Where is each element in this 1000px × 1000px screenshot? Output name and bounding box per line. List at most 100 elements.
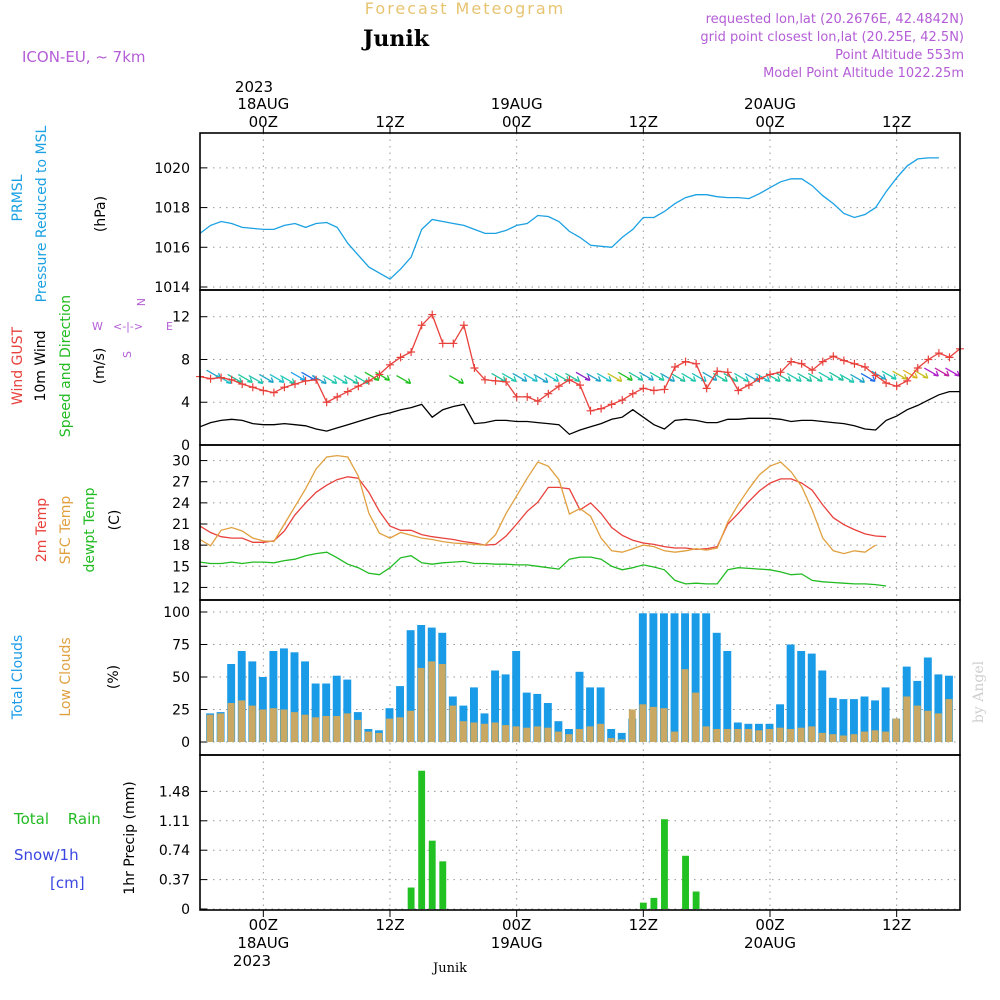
top-date-label: 19AUG xyxy=(491,95,543,113)
wind-gust-point xyxy=(797,359,806,368)
temperature-ytick-label: 21 xyxy=(172,517,190,533)
wind-direction-arrow xyxy=(565,372,581,383)
wind-direction-arrow xyxy=(881,370,897,380)
wind-direction-arrow xyxy=(544,372,559,383)
wind-gust-point xyxy=(354,382,363,391)
compass-south: S xyxy=(121,351,134,358)
rain-bar xyxy=(650,897,658,909)
wind-direction-arrow xyxy=(649,371,665,381)
wind-gust-point xyxy=(512,392,521,401)
temperature-ytick-label: 12 xyxy=(172,580,190,596)
wind-wind-gust-line xyxy=(199,313,961,412)
wind-gust-point xyxy=(702,384,711,393)
wind-direction-arrow xyxy=(934,367,950,377)
pressure-unit: (hPa) xyxy=(93,196,109,232)
top-time-label: 12Z xyxy=(882,113,911,131)
wind-gust-point xyxy=(280,383,289,392)
wind-gust-point xyxy=(649,386,658,395)
low-clouds-bar xyxy=(343,713,351,742)
wind-gust-point xyxy=(576,381,584,390)
wind-gust-point xyxy=(639,384,648,393)
total-clouds-bar xyxy=(533,693,542,742)
wind-gust-point xyxy=(829,352,838,361)
temp-sfc-label: SFC Temp xyxy=(58,496,74,565)
wind-gust-point xyxy=(417,321,426,330)
wind-gust-point xyxy=(259,386,268,395)
wind-10m-wind-line xyxy=(199,390,960,436)
wind-gust-point xyxy=(364,376,373,385)
top-time-label: 00Z xyxy=(755,113,784,131)
total-clouds-bar xyxy=(860,696,869,742)
low-clouds-bar xyxy=(924,710,932,742)
rain-bar xyxy=(428,840,436,909)
total-clouds-bar xyxy=(797,651,806,742)
wind-gust-point xyxy=(301,376,310,385)
temp-dewpt-label: dewpt Temp xyxy=(82,487,98,572)
temperature-ytick-label: 15 xyxy=(172,559,190,575)
low-clouds-bar xyxy=(354,719,362,742)
footer-location: Junik xyxy=(431,961,467,976)
wind-direction-arrow xyxy=(839,373,855,384)
wind-direction-arrow xyxy=(259,373,274,384)
temperature-ytick-label: 30 xyxy=(172,454,190,470)
total-clouds-bar xyxy=(512,651,521,742)
wind-ytick-label: 12 xyxy=(172,310,190,326)
precip-ytick-label: 1.48 xyxy=(159,784,190,800)
total-clouds-bar xyxy=(396,686,405,742)
top-year-label: 2023 xyxy=(235,78,273,96)
bottom-time-label: 12Z xyxy=(882,916,911,934)
wind-direction-arrow xyxy=(322,374,338,385)
low-clouds-bar xyxy=(892,718,900,742)
pressure-frame xyxy=(199,132,961,291)
wind-direction-arrow xyxy=(681,372,697,383)
total-clouds-bar xyxy=(469,687,478,742)
total-rain-label: Total Rain xyxy=(13,810,101,828)
low-clouds-bar xyxy=(396,717,404,742)
wind-gust-point xyxy=(375,370,384,379)
temp-sfc-temp-line xyxy=(199,454,876,555)
wind-gust-point xyxy=(459,321,468,330)
total-clouds-bar xyxy=(871,700,880,742)
pressure-ytick-label: 1020 xyxy=(154,161,190,177)
clouds-ytick-label: 75 xyxy=(172,638,190,654)
wind-direction-arrow xyxy=(280,374,296,385)
snow-unit-label: [cm] xyxy=(50,874,85,892)
wind-direction-arrow xyxy=(628,371,644,381)
rain-bar xyxy=(682,855,689,909)
low-clouds-bar xyxy=(797,727,805,742)
wind-direction-arrow xyxy=(332,374,348,385)
low-clouds-bar xyxy=(512,726,520,742)
wind-gust-point xyxy=(206,374,215,383)
bottom-time-label: 00Z xyxy=(502,916,531,934)
wind-ytick-label: 0 xyxy=(181,438,190,454)
low-clouds-bar xyxy=(766,729,773,742)
temperature-ytick-label: 18 xyxy=(172,538,190,554)
wind-gust-point xyxy=(312,375,321,384)
wind-direction-arrow xyxy=(902,369,918,379)
clouds-ytick-label: 25 xyxy=(172,703,190,719)
total-clouds-bar xyxy=(322,683,331,742)
low-clouds-bar xyxy=(618,739,626,742)
wind-gust-point xyxy=(322,398,331,407)
low-clouds-bar xyxy=(428,661,436,742)
low-clouds-bar xyxy=(597,723,605,742)
low-clouds-bar xyxy=(206,714,214,742)
total-clouds-bar xyxy=(828,697,837,742)
rain-bar xyxy=(439,861,447,909)
low-clouds-bar xyxy=(734,729,742,742)
low-clouds-bar xyxy=(744,729,752,742)
rain-bar xyxy=(407,887,415,909)
wind-direction-arrow xyxy=(786,372,802,383)
temperature-ytick-label: 24 xyxy=(172,496,190,512)
total-clouds-bar xyxy=(332,675,341,742)
wind-gust-point xyxy=(618,396,627,405)
compass-north: N xyxy=(134,298,147,306)
low-clouds-bar xyxy=(280,709,288,742)
low-clouds-bar xyxy=(882,731,890,742)
pressure-panel: 1014 1016 1018 1020 xyxy=(154,133,960,296)
top-time-label: 12Z xyxy=(629,113,658,131)
bottom-time-label: 00Z xyxy=(249,916,278,934)
pressure-ytick-label: 1014 xyxy=(154,280,190,296)
temperature-ytick-label: 27 xyxy=(172,475,190,491)
